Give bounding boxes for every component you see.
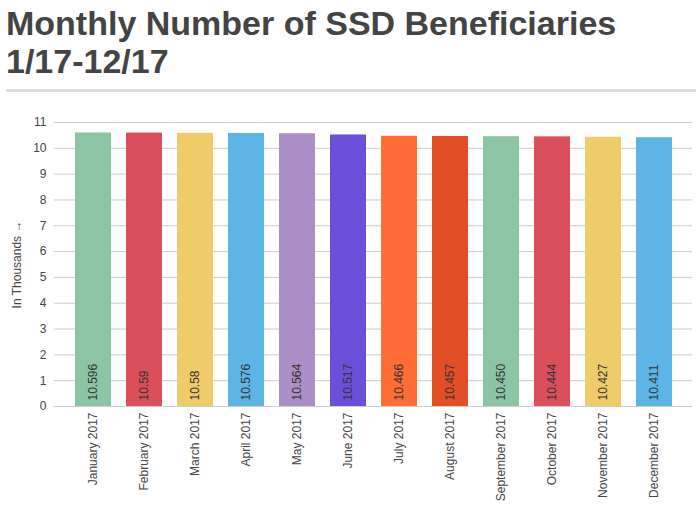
svg-text:2: 2 <box>40 348 47 362</box>
svg-text:9: 9 <box>40 167 47 181</box>
svg-text:7: 7 <box>40 218 47 232</box>
html-text:Monthly Number of SSD Benefici: Monthly Number of SSD Beneficiaries 1/17… <box>6 4 617 81</box>
svg-text:10.466: 10.466 <box>392 363 406 400</box>
svg-text:April 2017: April 2017 <box>239 412 253 466</box>
svg-text:July 2017: July 2017 <box>392 412 406 464</box>
svg-text:10: 10 <box>33 141 47 155</box>
svg-text:10.576: 10.576 <box>239 363 253 400</box>
svg-text:10.564: 10.564 <box>290 363 304 400</box>
svg-text:3: 3 <box>40 322 47 336</box>
svg-text:September 2017: September 2017 <box>494 412 508 501</box>
svg-text:November 2017: November 2017 <box>596 412 610 498</box>
svg-text:10.517: 10.517 <box>341 363 355 400</box>
svg-text:October 2017: October 2017 <box>545 412 559 485</box>
svg-text:10.457: 10.457 <box>443 363 457 400</box>
svg-text:4: 4 <box>40 296 47 310</box>
svg-text:January 2017: January 2017 <box>86 412 100 485</box>
svg-text:December 2017: December 2017 <box>647 412 661 498</box>
svg-text:6: 6 <box>40 244 47 258</box>
svg-text:10.596: 10.596 <box>86 363 100 400</box>
svg-text:August 2017: August 2017 <box>443 412 457 480</box>
svg-text:1: 1 <box>40 373 47 387</box>
svg-text:8: 8 <box>40 193 47 207</box>
svg-text:10.58: 10.58 <box>188 370 202 400</box>
svg-text:5: 5 <box>40 270 47 284</box>
svg-text:10.427: 10.427 <box>596 363 610 400</box>
svg-text:In Thousands →: In Thousands → <box>10 220 24 308</box>
svg-text:11: 11 <box>34 115 47 129</box>
svg-text:10.59: 10.59 <box>137 370 151 400</box>
svg-text:February 2017: February 2017 <box>137 412 151 490</box>
svg-text:March 2017: March 2017 <box>188 412 202 476</box>
svg-text:May 2017: May 2017 <box>290 412 304 465</box>
svg-text:0: 0 <box>40 399 47 413</box>
svg-text:June 2017: June 2017 <box>341 412 355 468</box>
svg-text:10.411: 10.411 <box>647 364 661 400</box>
svg-text:10.444: 10.444 <box>545 363 559 400</box>
svg-text:10.450: 10.450 <box>494 363 508 400</box>
